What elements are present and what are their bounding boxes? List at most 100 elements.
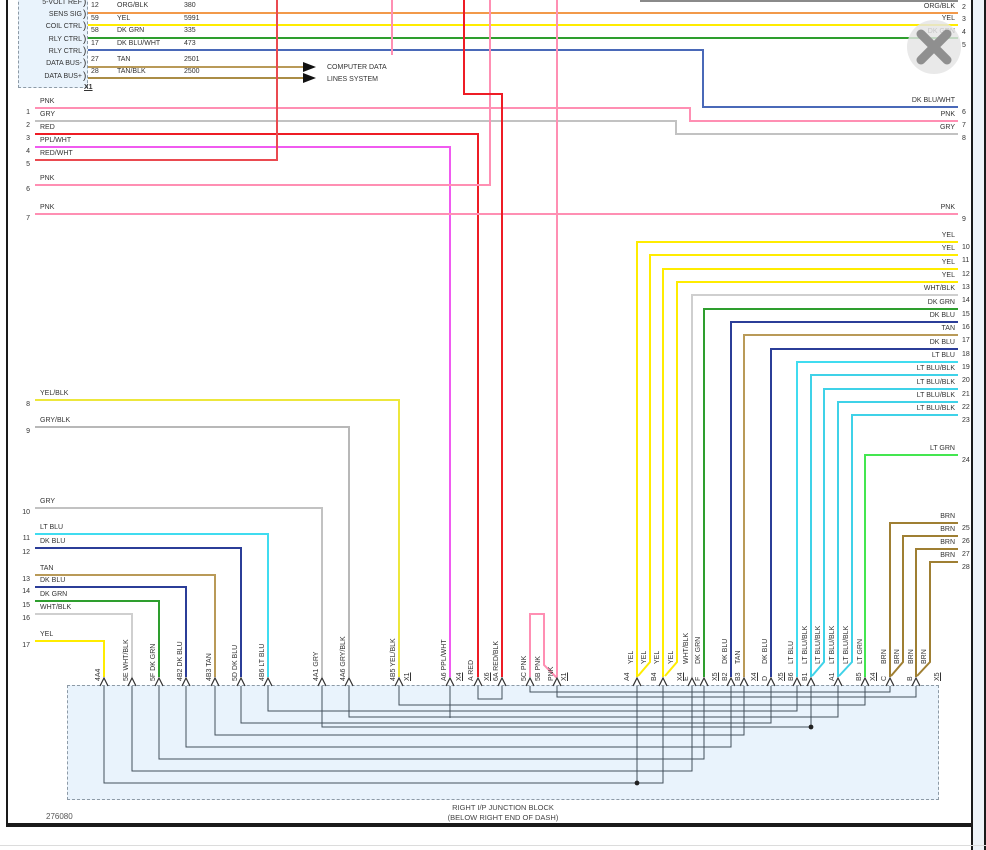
computer-data-note-line1: COMPUTER DATA	[327, 64, 387, 71]
wire-color: LT BLU/BLK	[916, 392, 955, 399]
right-num: 11	[962, 257, 970, 264]
wire-color: YEL	[941, 245, 955, 252]
left-num: 12	[22, 549, 30, 556]
wire-right-21-ltblublk	[811, 388, 958, 677]
wire-color: BRN	[940, 539, 955, 546]
circuit-number: 2500	[184, 68, 200, 75]
conn-row-label: 5-VOLT REF	[42, 0, 82, 6]
bus-5e	[131, 686, 693, 772]
wire-left-13-tan	[35, 574, 216, 677]
diagram-part-number: 276080	[46, 812, 73, 821]
wire-color: DK GRN	[117, 27, 145, 34]
jb-wire-color: WHT/BLK	[683, 632, 690, 664]
wire-color: LT GRN	[929, 445, 955, 452]
computer-data-note-line2: LINES SYSTEM	[327, 76, 378, 83]
jb-connector-id: X5	[778, 672, 785, 681]
left-num: 17	[22, 642, 30, 649]
conn-bracket: )	[83, 34, 87, 45]
jb-wire-color: LT BLU/BLK	[843, 625, 850, 664]
junction-block-box	[67, 685, 939, 800]
junction-pin-arrow-icon	[99, 676, 109, 687]
circuit-number: 380	[184, 2, 196, 9]
wire-conn-28-tanblk-arrowhead	[303, 73, 316, 83]
wire-color: GRY	[40, 498, 56, 505]
conn-row-label: RLY CTRL	[48, 48, 82, 55]
junction-pin-arrow-icon	[699, 676, 709, 687]
jb-wire-color: LT GRN	[857, 638, 864, 664]
wire-left-8-yelblk	[35, 399, 400, 677]
pin-number: 59	[91, 15, 99, 22]
right-num: 3	[962, 16, 966, 23]
jb-pin-label: 5D DK BLU	[232, 644, 239, 681]
wire-left-15-dkgrn	[35, 600, 160, 677]
wire-color: GRY	[939, 124, 955, 131]
wire-color: GRY	[40, 111, 56, 118]
wire-color: LT BLU/BLK	[916, 405, 955, 412]
jb-wire-color: BRN	[894, 649, 901, 664]
circuit-number: 473	[184, 40, 196, 47]
left-num: 5	[26, 161, 30, 168]
jb-pin-label: 6A RED/BLK	[493, 640, 500, 681]
right-num: 22	[962, 404, 970, 411]
wire-right-17-tan	[743, 334, 958, 677]
jb-pin-code: B3	[735, 672, 742, 681]
wire-right-25-brn	[889, 522, 958, 677]
wire-right-22-ltblublk	[837, 401, 958, 677]
wire-color: GRY/BLK	[40, 417, 71, 424]
bus-5c	[529, 686, 891, 693]
conn-bracket: )	[83, 46, 87, 57]
wire-right-23-ltblublk	[838, 414, 958, 677]
junction-pin-arrow-icon	[236, 676, 246, 687]
junction-caption-line2: (BELOW RIGHT END OF DASH)	[447, 813, 559, 822]
jb-pin-code: B4	[651, 672, 658, 681]
wire-right-27-brn	[915, 548, 958, 677]
conn-bracket: )	[83, 9, 87, 20]
right-num: 21	[962, 391, 970, 398]
close-button[interactable]	[907, 20, 961, 74]
conn-row-label: DATA BUS+	[44, 73, 82, 80]
jb-connector-id: X4	[751, 672, 758, 681]
right-num: 25	[962, 525, 970, 532]
jb-pin-label: 4A6 GRY/BLK	[340, 636, 347, 681]
jb-pin-label: 4B3 TAN	[206, 653, 213, 681]
junction-pin-arrow-icon	[687, 676, 697, 687]
wire-pnk-hairpin	[529, 613, 558, 679]
wire-right-24-ltgrn	[864, 454, 958, 677]
right-num: 24	[962, 457, 970, 464]
wire-left-11-ltblu	[35, 533, 269, 677]
wire-left-14-dkblu	[35, 586, 187, 677]
circuit-number: 335	[184, 27, 196, 34]
wire-color: LT BLU/BLK	[916, 379, 955, 386]
junction-pin-arrow-icon	[792, 676, 802, 687]
junction-pin-arrow-icon	[658, 676, 668, 687]
wire-color: LT BLU	[931, 352, 955, 359]
wire-color: PNK	[40, 204, 55, 211]
jb-wire-color: DK GRN	[695, 636, 702, 664]
junction-caption-line1: RIGHT I/P JUNCTION BLOCK	[452, 803, 554, 812]
circuit-number: 5991	[184, 15, 200, 22]
jb-wire-color: LT BLU/BLK	[815, 625, 822, 664]
right-num: 16	[962, 324, 970, 331]
wire-color: YEL	[941, 272, 955, 279]
pin-number: 58	[91, 27, 99, 34]
junction-pin-arrow-icon	[726, 676, 736, 687]
wire-right-10-yel	[636, 241, 958, 677]
wire-color: DK GRN	[40, 591, 68, 598]
bottom-divider	[0, 845, 986, 846]
wire-left-17-yel	[35, 640, 105, 677]
wire-color: YEL	[40, 631, 54, 638]
wire-color: DK BLU	[40, 577, 66, 584]
wire-color: ORG/BLK	[923, 3, 955, 10]
right-scroll-strip[interactable]	[973, 0, 984, 850]
top-connector-box	[18, 0, 88, 88]
left-num: 8	[26, 401, 30, 408]
pin-number: 28	[91, 68, 99, 75]
wire-color: DK BLU	[929, 339, 955, 346]
wire-color: YEL/BLK	[40, 390, 69, 397]
bus-a-6a	[477, 686, 503, 700]
jb-wire-color: TAN	[735, 650, 742, 664]
right-num: 26	[962, 538, 970, 545]
jb-pin-code: F	[695, 676, 702, 681]
bus-4a6	[348, 686, 839, 718]
